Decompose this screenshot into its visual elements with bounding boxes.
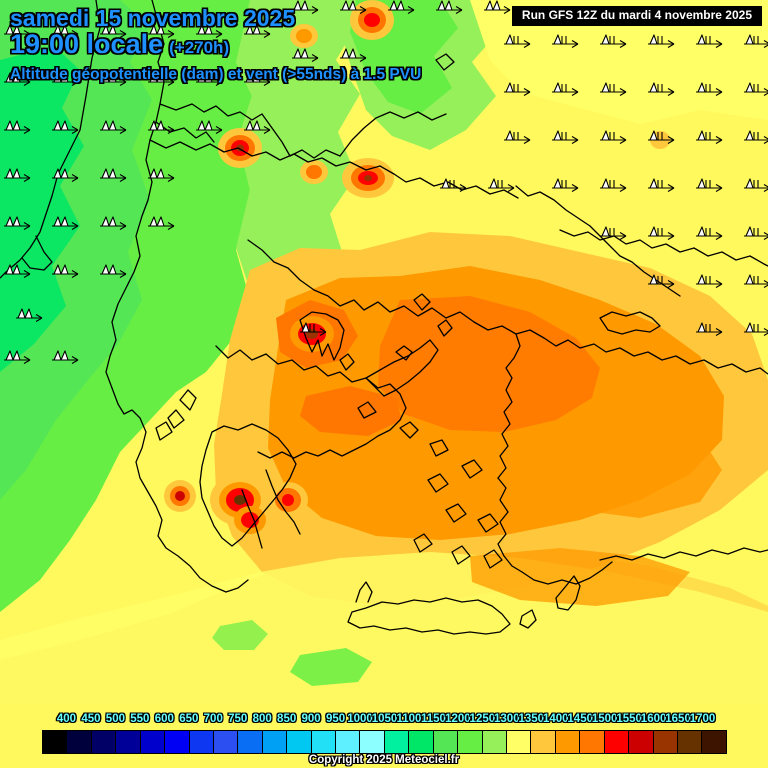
color-scale-tick: 1050 <box>371 713 398 725</box>
color-scale-tick: 950 <box>325 713 346 725</box>
color-swatch <box>458 731 483 753</box>
color-scale-tick: 1150 <box>420 713 446 725</box>
color-swatch <box>555 731 581 753</box>
color-scale-tick: 800 <box>252 713 272 725</box>
color-swatch <box>409 731 434 753</box>
color-swatch <box>433 731 459 753</box>
color-swatch <box>67 731 92 753</box>
color-scale-tick: 1600 <box>640 713 667 725</box>
color-swatch <box>482 731 508 753</box>
color-scale-tick: 750 <box>228 713 248 725</box>
color-swatch <box>189 731 214 753</box>
color-swatch <box>262 731 288 753</box>
color-scale-tick: 1200 <box>445 713 471 725</box>
color-scale-bar <box>42 730 727 754</box>
map-canvas <box>0 0 768 704</box>
color-scale-tick: 700 <box>203 713 223 725</box>
color-scale-tick: 1550 <box>616 713 642 725</box>
color-scale-tick: 1500 <box>591 713 618 725</box>
color-scale-tick: 850 <box>277 713 297 725</box>
color-scale-tick: 1700 <box>689 713 716 725</box>
color-swatch <box>238 731 263 753</box>
color-swatch <box>702 731 726 753</box>
color-scale-tick-labels: 400 450 500 550 600 650 700 750 800 850 900 950 1000… <box>42 713 727 729</box>
color-swatch <box>213 731 239 753</box>
color-scale-tick: 1100 <box>396 713 422 725</box>
model-run-label: Run GFS 12Z du mardi 4 novembre 2025 <box>511 6 762 26</box>
color-swatch <box>360 731 385 753</box>
color-scale-tick: 1400 <box>542 713 569 725</box>
color-swatch <box>507 731 532 753</box>
copyright-notice: Copyright 2025 Meteociel.fr <box>308 754 460 766</box>
color-scale-tick: 650 <box>179 713 199 725</box>
color-swatch <box>116 731 141 753</box>
color-swatch <box>140 731 166 753</box>
color-scale-tick: 450 <box>81 713 101 725</box>
color-scale-tick: 1300 <box>494 713 520 725</box>
color-scale-tick: 1000 <box>347 713 373 725</box>
color-swatch <box>384 731 410 753</box>
color-swatch <box>165 731 190 753</box>
color-scale-tick: 1250 <box>469 713 496 725</box>
weather-map[interactable]: Run GFS 12Z du mardi 4 novembre 2025 sam… <box>0 0 768 704</box>
coastline-layer <box>0 0 768 635</box>
color-scale-tick: 500 <box>105 713 125 725</box>
color-scale-tick: 900 <box>301 713 321 725</box>
color-scale-legend: 400 450 500 550 600 650 700 750 800 850 900 950 1000… <box>0 704 768 768</box>
color-swatch <box>604 731 630 753</box>
color-swatch <box>336 731 361 753</box>
color-scale-tick: 400 <box>56 713 77 725</box>
color-swatch <box>311 731 337 753</box>
color-swatch <box>287 731 312 753</box>
color-scale-tick: 550 <box>130 713 150 725</box>
color-swatch <box>580 731 605 753</box>
color-swatch <box>91 731 117 753</box>
color-scale-tick: 600 <box>154 713 174 725</box>
color-scale-tick: 1450 <box>567 713 593 725</box>
color-scale-tick: 1350 <box>518 713 545 725</box>
color-swatch <box>43 731 68 753</box>
color-swatch <box>531 731 556 753</box>
color-swatch <box>677 731 703 753</box>
color-swatch <box>629 731 654 753</box>
color-scale-tick: 1650 <box>665 713 691 725</box>
color-swatch <box>653 731 678 753</box>
